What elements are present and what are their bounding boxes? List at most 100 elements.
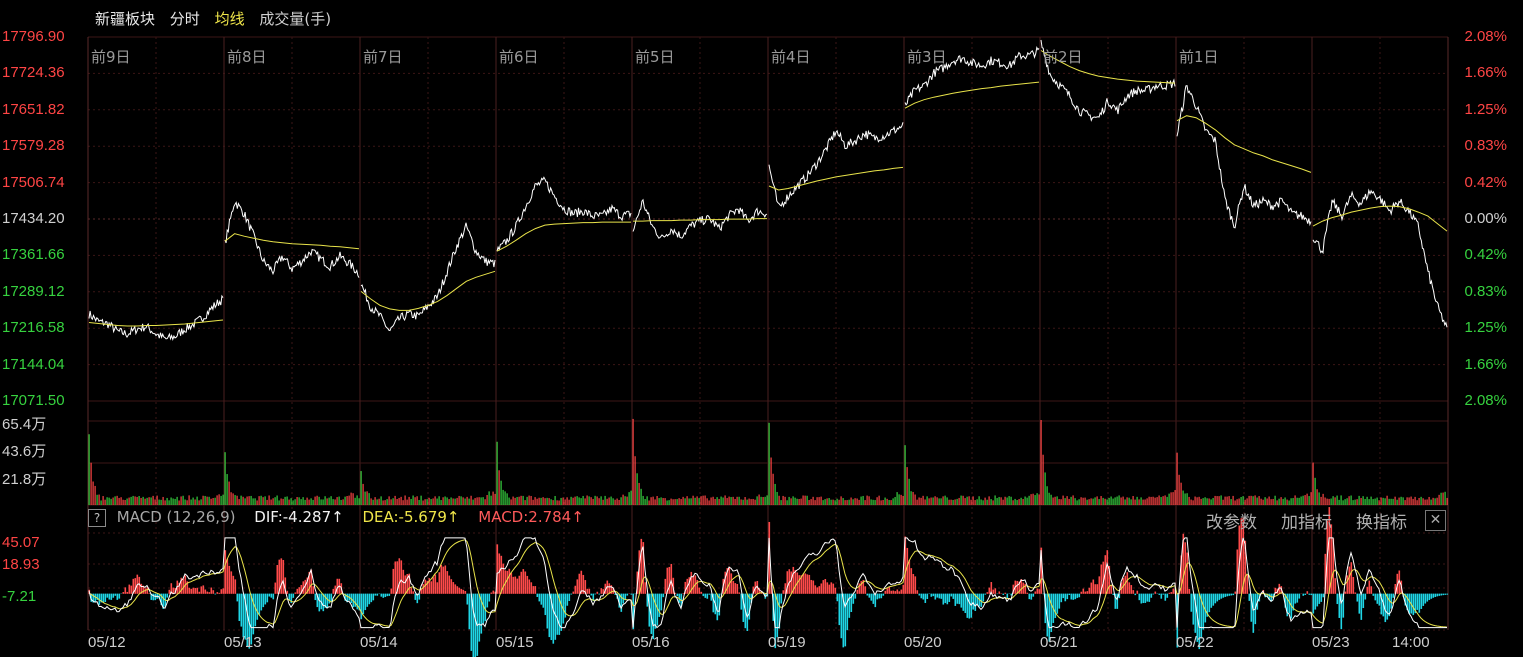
volume-bar	[1290, 498, 1292, 505]
macd-histogram-bar	[1118, 593, 1121, 599]
macd-histogram-bar	[1080, 591, 1083, 594]
volume-bar	[1124, 499, 1126, 505]
macd-histogram-bar	[738, 592, 741, 594]
volume-bar	[1444, 491, 1446, 505]
volume-bar	[738, 496, 740, 505]
volume-bar	[106, 497, 108, 505]
volume-bar	[1246, 498, 1248, 505]
macd-histogram-bar	[1016, 580, 1019, 594]
macd-histogram-bar	[866, 593, 869, 596]
volume-bar	[1368, 499, 1370, 505]
volume-bar	[708, 500, 710, 505]
volume-bar	[322, 499, 324, 505]
price-line	[1312, 188, 1448, 328]
volume-bar	[1130, 499, 1132, 505]
volume-bar	[280, 498, 282, 505]
volume-bar	[260, 495, 262, 505]
percent-tick-label: 2.08%	[1464, 28, 1507, 45]
tab-avg-line[interactable]: 均线	[214, 10, 245, 28]
volume-bar	[1272, 498, 1274, 505]
macd-histogram-bar	[1328, 507, 1331, 594]
macd-histogram-bar	[1096, 584, 1099, 594]
macd-histogram-bar	[906, 547, 909, 594]
volume-bar	[1364, 498, 1366, 505]
switch-indicator-button[interactable]: 换指标	[1356, 513, 1407, 533]
macd-histogram-bar	[1350, 562, 1353, 594]
volume-bar	[588, 496, 590, 505]
volume-bar	[366, 491, 368, 505]
close-icon[interactable]: ✕	[1425, 510, 1446, 531]
volume-bar	[1074, 498, 1076, 505]
macd-histogram-bar	[1384, 593, 1387, 623]
macd-histogram-bar	[1414, 593, 1417, 614]
volume-bar	[126, 498, 128, 505]
volume-bar	[1354, 499, 1356, 505]
volume-bar	[1392, 498, 1394, 505]
volume-bar	[1118, 495, 1120, 505]
volume-bar	[706, 498, 708, 505]
macd-histogram-bar	[162, 593, 165, 609]
macd-histogram-bar	[840, 593, 843, 639]
volume-bar	[1424, 499, 1426, 505]
price-tick-label: 17651.82	[2, 100, 65, 118]
volume-bar	[264, 496, 266, 505]
volume-bar	[1380, 497, 1382, 505]
macd-histogram-bar	[638, 550, 641, 594]
volume-bar	[1030, 494, 1032, 505]
macd-histogram-bar	[260, 593, 263, 611]
macd-histogram-bar	[336, 578, 339, 594]
macd-histogram-bar	[640, 538, 643, 594]
volume-bar	[1144, 499, 1146, 505]
help-button[interactable]: ?	[88, 509, 106, 527]
volume-bar	[142, 496, 144, 505]
tab-volume[interactable]: 成交量(手)	[259, 10, 332, 28]
volume-bar	[520, 495, 522, 505]
macd-histogram-bar	[988, 587, 991, 594]
volume-bar	[790, 498, 792, 505]
volume-bar	[258, 496, 260, 505]
volume-bar	[776, 491, 778, 505]
volume-bar	[1296, 497, 1298, 505]
volume-bar	[596, 496, 598, 505]
macd-histogram-bar	[456, 586, 459, 594]
volume-bar	[744, 497, 746, 505]
volume-bar	[1398, 497, 1400, 505]
macd-histogram-bar	[854, 593, 857, 599]
macd-histogram-bar	[1330, 524, 1333, 594]
volume-bar	[1244, 499, 1246, 505]
date-tick-label: 14:00	[1392, 634, 1430, 651]
tab-time[interactable]: 分时	[169, 10, 200, 28]
macd-histogram-bar	[570, 593, 573, 595]
percent-tick-label: 1.25%	[1464, 319, 1507, 337]
volume-bar	[222, 494, 224, 505]
volume-bar	[910, 491, 912, 505]
macd-histogram-bar	[108, 593, 111, 600]
macd-histogram-bar	[540, 593, 543, 605]
volume-bar	[550, 499, 552, 505]
volume-bar	[1268, 496, 1270, 505]
volume-bar	[758, 494, 760, 505]
macd-histogram-bar	[516, 578, 519, 594]
volume-bar	[854, 498, 856, 505]
macd-histogram-bar	[918, 593, 921, 596]
volume-bar	[614, 499, 616, 505]
change-params-button[interactable]: 改参数	[1206, 513, 1257, 533]
volume-bar	[1166, 496, 1168, 505]
macd-histogram-bar	[104, 593, 107, 603]
volume-bar	[878, 495, 880, 505]
macd-histogram-bar	[514, 576, 517, 594]
volume-bar	[298, 497, 300, 505]
volume-bar	[278, 500, 280, 505]
volume-bar	[1206, 498, 1208, 505]
volume-bar	[1162, 496, 1164, 505]
macd-histogram-bar	[222, 588, 225, 594]
macd-histogram-bar	[940, 593, 943, 599]
avg-line	[1176, 115, 1312, 173]
day-label: 前5日	[635, 48, 675, 66]
add-indicator-button[interactable]: 加指标	[1281, 513, 1332, 533]
volume-bar	[530, 495, 532, 505]
volume-bar	[1210, 499, 1212, 505]
macd-histogram-bar	[812, 580, 815, 594]
macd-histogram-bar	[1366, 586, 1369, 594]
